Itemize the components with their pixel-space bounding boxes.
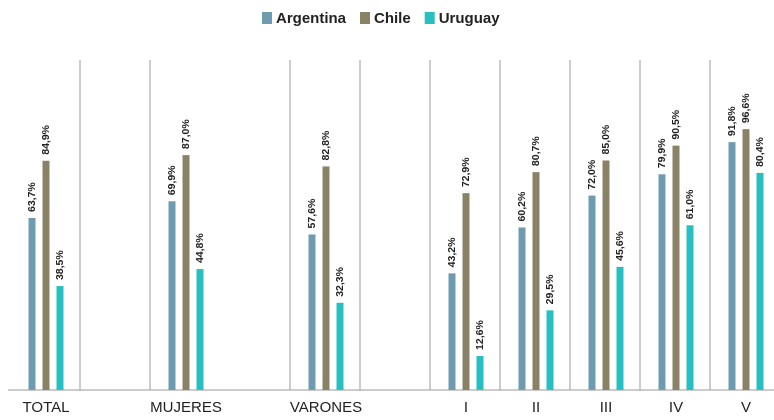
bar [588, 195, 596, 390]
bar [658, 174, 666, 390]
value-label: 12,6% [474, 320, 486, 350]
bar [448, 273, 456, 390]
legend-label: Chile [374, 10, 411, 27]
bar [728, 142, 736, 390]
value-label: 85,0% [600, 124, 612, 154]
bar [182, 155, 190, 390]
bar [546, 310, 554, 390]
x-tick-label: V [741, 399, 751, 416]
bar [336, 302, 344, 390]
value-label: 45,6% [614, 230, 626, 260]
value-label: 72,0% [586, 159, 598, 189]
value-label: 44,8% [194, 233, 206, 263]
value-label: 38,5% [54, 250, 66, 280]
value-label: 84,9% [40, 124, 52, 154]
bar [756, 172, 764, 390]
value-label: 96,6% [740, 93, 752, 123]
bar [56, 286, 64, 390]
value-label: 91,8% [726, 106, 738, 136]
value-label: 29,5% [544, 274, 556, 304]
value-label: 32,3% [334, 266, 346, 296]
bar [476, 355, 484, 390]
value-label: 43,2% [446, 237, 458, 267]
bar [742, 129, 750, 390]
value-label: 72,9% [460, 157, 472, 187]
value-label: 79,9% [656, 138, 668, 168]
bar [686, 225, 694, 390]
bar [196, 269, 204, 390]
x-tick-label: IV [669, 399, 683, 416]
bar [616, 266, 624, 390]
bar [672, 145, 680, 390]
value-label: 80,4% [754, 136, 766, 166]
value-label: 87,0% [180, 119, 192, 149]
x-tick-label: TOTAL [23, 399, 70, 416]
x-tick-label: III [600, 399, 613, 416]
value-label: 80,7% [530, 136, 542, 166]
value-label: 63,7% [26, 182, 38, 212]
bar [42, 160, 50, 390]
x-tick-label: II [532, 399, 540, 416]
legend-label: Argentina [276, 10, 347, 27]
bar [462, 193, 470, 390]
x-tick-label: I [464, 399, 468, 416]
bar [28, 218, 36, 390]
legend-swatch [424, 12, 435, 24]
x-tick-label: VARONES [290, 399, 362, 416]
bar [602, 160, 610, 390]
bar [308, 234, 316, 390]
bar [322, 166, 330, 390]
legend-label: Uruguay [439, 10, 501, 27]
value-label: 60,2% [516, 191, 528, 221]
bar [532, 172, 540, 390]
legend-swatch [360, 12, 371, 24]
value-label: 82,8% [320, 130, 332, 160]
bar [518, 227, 526, 390]
bar [168, 201, 176, 390]
value-label: 90,5% [670, 109, 682, 139]
legend-swatch [262, 12, 272, 24]
value-label: 61,0% [684, 189, 696, 219]
value-label: 57,6% [306, 198, 318, 228]
value-label: 69,9% [166, 165, 178, 195]
x-tick-label: MUJERES [150, 399, 222, 416]
